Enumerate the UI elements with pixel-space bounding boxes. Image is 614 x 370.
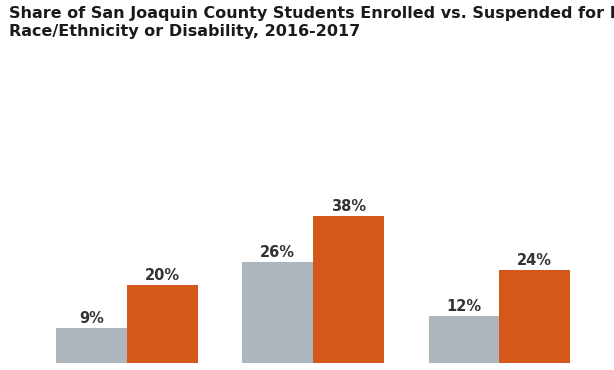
Bar: [127, 285, 198, 363]
Text: 9%: 9%: [79, 311, 104, 326]
Bar: [499, 270, 570, 363]
Text: 38%: 38%: [331, 199, 366, 213]
Bar: [313, 216, 384, 363]
Bar: [243, 262, 313, 363]
Text: Share of San Joaquin County Students Enrolled vs. Suspended for Defiance by
Race: Share of San Joaquin County Students Enr…: [9, 6, 614, 39]
Bar: [56, 328, 127, 363]
Text: 24%: 24%: [517, 253, 552, 268]
Bar: [429, 316, 499, 363]
Text: 26%: 26%: [260, 245, 295, 260]
Text: 20%: 20%: [145, 268, 180, 283]
Text: 12%: 12%: [446, 299, 481, 314]
